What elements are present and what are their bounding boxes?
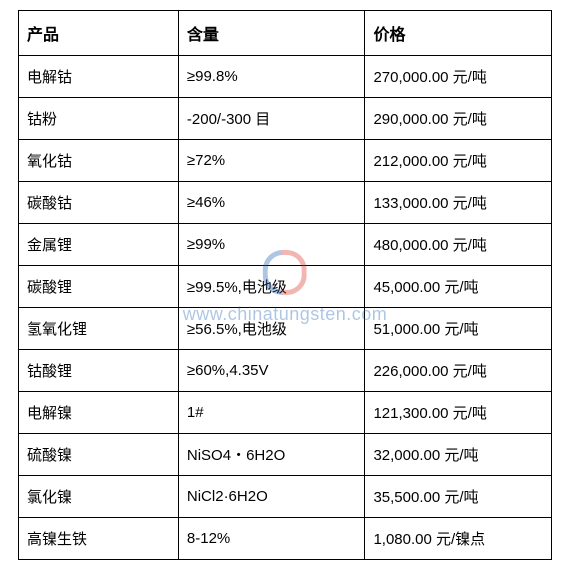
cell-price: 35,500.00 元/吨 [365,476,552,518]
cell-content: ≥99% [178,224,365,266]
cell-product: 氢氧化锂 [19,308,179,350]
cell-price: 32,000.00 元/吨 [365,434,552,476]
cell-content: ≥60%,4.35V [178,350,365,392]
cell-price: 226,000.00 元/吨 [365,350,552,392]
table-row: 碳酸锂 ≥99.5%,电池级 45,000.00 元/吨 [19,266,552,308]
cell-content: 1# [178,392,365,434]
column-header-product: 产品 [19,11,179,56]
table-header-row: 产品 含量 价格 [19,11,552,56]
cell-price: 480,000.00 元/吨 [365,224,552,266]
table-row: 金属锂 ≥99% 480,000.00 元/吨 [19,224,552,266]
price-table: 产品 含量 价格 电解钴 ≥99.8% 270,000.00 元/吨 钴粉 -2… [18,10,552,560]
cell-product: 钴酸锂 [19,350,179,392]
cell-content: -200/-300 目 [178,98,365,140]
cell-content: 8-12% [178,518,365,560]
price-table-container: 产品 含量 价格 电解钴 ≥99.8% 270,000.00 元/吨 钴粉 -2… [0,0,570,570]
cell-price: 51,000.00 元/吨 [365,308,552,350]
cell-content: ≥56.5%,电池级 [178,308,365,350]
cell-product: 碳酸锂 [19,266,179,308]
cell-content: NiSO4・6H2O [178,434,365,476]
cell-product: 高镍生铁 [19,518,179,560]
table-row: 钴粉 -200/-300 目 290,000.00 元/吨 [19,98,552,140]
cell-content: ≥46% [178,182,365,224]
cell-product: 钴粉 [19,98,179,140]
table-row: 高镍生铁 8-12% 1,080.00 元/镍点 [19,518,552,560]
cell-price: 1,080.00 元/镍点 [365,518,552,560]
cell-price: 212,000.00 元/吨 [365,140,552,182]
cell-product: 金属锂 [19,224,179,266]
cell-content: NiCl2·6H2O [178,476,365,518]
cell-price: 45,000.00 元/吨 [365,266,552,308]
cell-content: ≥99.8% [178,56,365,98]
cell-product: 电解镍 [19,392,179,434]
cell-product: 氧化钴 [19,140,179,182]
table-row: 钴酸锂 ≥60%,4.35V 226,000.00 元/吨 [19,350,552,392]
table-row: 硫酸镍 NiSO4・6H2O 32,000.00 元/吨 [19,434,552,476]
column-header-price: 价格 [365,11,552,56]
cell-content: ≥99.5%,电池级 [178,266,365,308]
cell-product: 电解钴 [19,56,179,98]
cell-product: 硫酸镍 [19,434,179,476]
cell-product: 碳酸钴 [19,182,179,224]
cell-content: ≥72% [178,140,365,182]
table-row: 电解镍 1# 121,300.00 元/吨 [19,392,552,434]
table-body: 电解钴 ≥99.8% 270,000.00 元/吨 钴粉 -200/-300 目… [19,56,552,560]
cell-price: 270,000.00 元/吨 [365,56,552,98]
cell-price: 121,300.00 元/吨 [365,392,552,434]
column-header-content: 含量 [178,11,365,56]
table-row: 氧化钴 ≥72% 212,000.00 元/吨 [19,140,552,182]
cell-price: 290,000.00 元/吨 [365,98,552,140]
cell-price: 133,000.00 元/吨 [365,182,552,224]
table-row: 氢氧化锂 ≥56.5%,电池级 51,000.00 元/吨 [19,308,552,350]
cell-product: 氯化镍 [19,476,179,518]
table-row: 碳酸钴 ≥46% 133,000.00 元/吨 [19,182,552,224]
table-row: 氯化镍 NiCl2·6H2O 35,500.00 元/吨 [19,476,552,518]
table-row: 电解钴 ≥99.8% 270,000.00 元/吨 [19,56,552,98]
